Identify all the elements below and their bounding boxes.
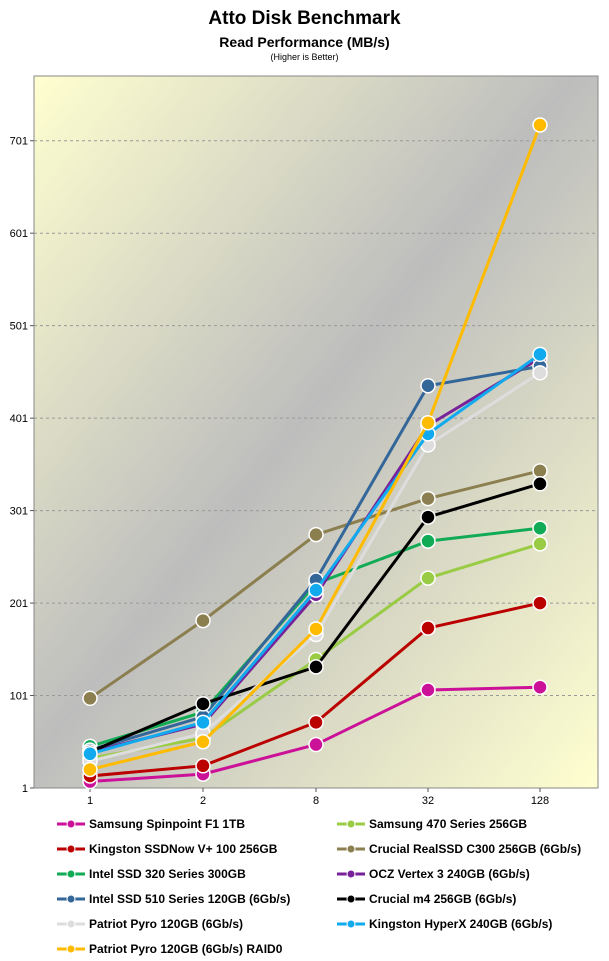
plot-area	[33, 75, 599, 789]
y-tick-label: 201	[10, 598, 28, 610]
data-point	[308, 526, 324, 543]
data-point	[420, 570, 436, 586]
data-point	[195, 758, 211, 774]
legend-item: Crucial RealSSD C300 256GB (6Gb/s)	[336, 840, 581, 858]
data-point	[308, 621, 324, 637]
data-point	[532, 365, 548, 381]
data-point	[420, 682, 436, 698]
chart-title: Atto Disk Benchmark	[208, 8, 401, 29]
data-point	[308, 736, 324, 753]
series-lines	[82, 117, 548, 790]
legend-item: Patriot Pyro 120GB (6Gb/s) RAID0	[56, 940, 282, 958]
data-point	[195, 696, 211, 712]
data-point	[532, 117, 548, 133]
legend-swatch	[57, 919, 85, 929]
data-point	[82, 761, 98, 778]
legend-label: Samsung 470 Series 256GB	[369, 817, 528, 831]
series-9	[82, 346, 548, 762]
series-10	[82, 117, 548, 778]
data-point	[82, 746, 98, 762]
legend-item: Kingston SSDNow V+ 100 256GB	[56, 840, 277, 858]
legend-swatch	[57, 819, 85, 829]
legend-item: Samsung Spinpoint F1 1TB	[56, 815, 245, 833]
legend-item: Kingston HyperX 240GB (6Gb/s)	[336, 915, 552, 933]
legend-swatch	[337, 869, 365, 879]
legend-swatch	[57, 844, 85, 854]
legend-swatch	[337, 844, 365, 854]
legend-label: Kingston HyperX 240GB (6Gb/s)	[369, 917, 553, 931]
legend-swatch	[57, 894, 85, 904]
legend-item: OCZ Vertex 3 240GB (6Gb/s)	[336, 865, 530, 883]
y-tick-label: 301	[10, 506, 28, 518]
data-point	[420, 490, 436, 507]
data-point	[532, 679, 548, 695]
data-point	[195, 714, 211, 731]
legend-swatch	[57, 869, 85, 879]
legend-label: OCZ Vertex 3 240GB (6Gb/s)	[369, 867, 530, 881]
data-point	[308, 714, 324, 731]
data-point	[82, 690, 98, 707]
data-point	[195, 734, 211, 750]
x-tick-label: 2	[200, 795, 206, 807]
legend-label: Crucial RealSSD C300 256GB (6Gb/s)	[369, 842, 582, 856]
y-tick-label: 601	[10, 228, 28, 240]
legend-swatch	[337, 819, 365, 829]
chart-subtitle: Read Performance (MB/s)	[219, 34, 390, 50]
x-tick-label: 32	[422, 795, 434, 807]
legend-label: Samsung Spinpoint F1 1TB	[89, 817, 246, 831]
data-point	[308, 659, 324, 675]
y-tick-label: 1	[22, 783, 28, 795]
data-point	[532, 595, 548, 611]
grid-lines	[34, 140, 598, 697]
data-point	[420, 378, 436, 394]
y-tick-label: 401	[10, 413, 28, 425]
data-point	[420, 620, 436, 636]
data-point	[420, 415, 436, 431]
data-point	[420, 509, 436, 525]
legend-swatch	[337, 919, 365, 929]
legend-label: Kingston SSDNow V+ 100 256GB	[89, 842, 278, 856]
legend-label: Patriot Pyro 120GB (6Gb/s) RAID0	[89, 942, 283, 956]
legend-label: Patriot Pyro 120GB (6Gb/s)	[89, 917, 244, 931]
y-tick-label: 501	[10, 321, 28, 333]
legend-item: Patriot Pyro 120GB (6Gb/s)	[56, 915, 243, 933]
x-tick-label: 8	[313, 795, 319, 807]
legend-label: Intel SSD 510 Series 120GB (6Gb/s)	[89, 892, 291, 906]
x-tick-label: 1	[87, 795, 93, 807]
legend-item: Samsung 470 Series 256GB	[336, 815, 527, 833]
series-3	[82, 463, 548, 707]
legend-item: Intel SSD 510 Series 120GB (6Gb/s)	[56, 890, 290, 908]
data-point	[195, 612, 211, 629]
data-point	[532, 536, 548, 552]
data-point	[532, 476, 548, 492]
data-point	[532, 346, 548, 363]
y-tick-label: 701	[10, 136, 28, 148]
legend-label: Intel SSD 320 Series 300GB	[89, 867, 246, 881]
x-tick-label: 128	[531, 795, 549, 807]
legend-item: Crucial m4 256GB (6Gb/s)	[336, 890, 516, 908]
legend-swatch	[337, 894, 365, 904]
data-point	[532, 520, 548, 536]
data-point	[532, 463, 548, 479]
legend-swatch	[57, 944, 85, 954]
y-tick-label: 101	[10, 691, 28, 703]
data-point	[420, 533, 436, 549]
data-point	[308, 582, 324, 598]
legend-label: Crucial m4 256GB (6Gb/s)	[369, 892, 517, 906]
chart-note: (Higher is Better)	[270, 52, 339, 62]
legend-item: Intel SSD 320 Series 300GB	[56, 865, 246, 883]
